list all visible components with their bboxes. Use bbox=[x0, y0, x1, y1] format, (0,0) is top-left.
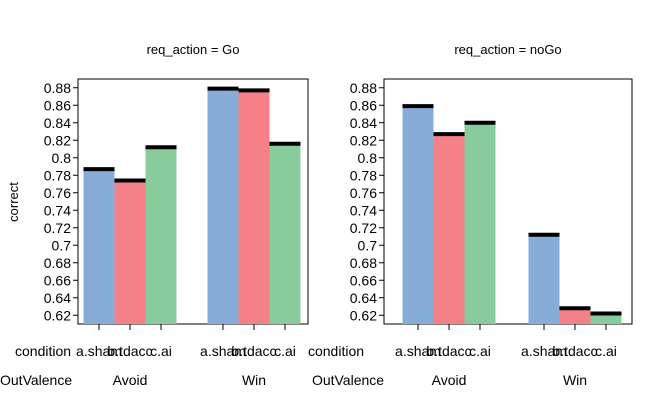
panel2-condition-label: c.ai bbox=[469, 343, 491, 359]
panel1-bar-avoid-c-ai bbox=[145, 147, 177, 324]
panel1-group-label: Win bbox=[242, 372, 266, 388]
panel2-y-tick-label: 0.76 bbox=[350, 185, 377, 201]
panel2-bar-cap-win-a-sham bbox=[528, 232, 560, 237]
panel2-y-tick-label: 0.82 bbox=[350, 132, 377, 148]
panel1-bar-cap-avoid-c-ai bbox=[145, 145, 177, 150]
panel2-bar-win-a-sham bbox=[528, 234, 560, 324]
panel2-y-tick-label: 0.68 bbox=[350, 255, 377, 271]
panel2-y-tick-label: 0.7 bbox=[358, 237, 378, 253]
panel1-y-tick-label: 0.78 bbox=[44, 167, 71, 183]
panel1-bar-win-b-tdacc bbox=[238, 90, 270, 324]
panel2-y-tick-label: 0.86 bbox=[350, 97, 377, 113]
panel1-y-tick-label: 0.86 bbox=[44, 97, 71, 113]
panel1-bar-win-a-sham bbox=[207, 88, 239, 324]
panel1-condition-label: c.ai bbox=[150, 343, 172, 359]
panel1-bar-cap-win-b-tdacc bbox=[238, 88, 270, 93]
panel2-group-label: Win bbox=[563, 372, 587, 388]
panel2-plot-frame bbox=[383, 78, 633, 325]
panel2-condition-label: b.tdacc bbox=[552, 343, 597, 359]
panel2-y-tick-label: 0.72 bbox=[350, 220, 377, 236]
row-label-outvalence-right: OutValence bbox=[312, 372, 384, 388]
panel2-condition-label: a.sham bbox=[521, 343, 567, 359]
panel1-condition-label: a.sham bbox=[200, 343, 246, 359]
panel2-y-tick-label: 0.62 bbox=[350, 307, 377, 323]
panel2-condition-label: b.tdacc bbox=[426, 343, 471, 359]
panel2-bar-cap-win-c-ai bbox=[590, 311, 622, 316]
panel2-condition-label: a.sham bbox=[395, 343, 441, 359]
panel1-bar-cap-win-c-ai bbox=[269, 141, 301, 146]
panel1-bar-avoid-b-tdacc bbox=[114, 180, 146, 324]
panel1-condition-label: a.sham bbox=[76, 343, 122, 359]
panel2-y-tick-label: 0.64 bbox=[350, 290, 377, 306]
panel1-y-tick-label: 0.62 bbox=[44, 307, 71, 323]
panel1-condition-label: b.tdacc bbox=[231, 343, 276, 359]
panel2-group-label: Avoid bbox=[432, 372, 467, 388]
panel1-bar-cap-win-a-sham bbox=[207, 86, 239, 91]
row-label-outvalence-left: OutValence bbox=[0, 372, 72, 388]
panel2-condition-label: c.ai bbox=[595, 343, 617, 359]
panel1-y-tick-label: 0.64 bbox=[44, 290, 71, 306]
panel1-bar-win-c-ai bbox=[269, 143, 301, 324]
panel1-condition-label: c.ai bbox=[274, 343, 296, 359]
panel1-plot-frame bbox=[77, 78, 309, 325]
panel1-bar-avoid-a-sham bbox=[83, 169, 115, 324]
panel2-y-tick-label: 0.74 bbox=[350, 202, 377, 218]
panel2-bar-win-b-tdacc bbox=[559, 308, 591, 324]
panel1-y-tick-label: 0.8 bbox=[52, 150, 72, 166]
panel1-y-tick-label: 0.84 bbox=[44, 115, 71, 131]
panel2-bar-avoid-c-ai bbox=[464, 122, 496, 324]
panel1-y-tick-label: 0.76 bbox=[44, 185, 71, 201]
panel1-condition-label: b.tdacc bbox=[107, 343, 152, 359]
panel2-bar-cap-avoid-b-tdacc bbox=[433, 132, 465, 137]
panel2-y-tick-label: 0.78 bbox=[350, 167, 377, 183]
panel1-y-tick-label: 0.74 bbox=[44, 202, 71, 218]
panel2-bar-cap-avoid-a-sham bbox=[402, 104, 434, 109]
panel1-bar-cap-avoid-a-sham bbox=[83, 167, 115, 172]
panel2-y-tick-label: 0.66 bbox=[350, 272, 377, 288]
panel2-bar-win-c-ai bbox=[590, 313, 622, 324]
row-label-condition-right: condition bbox=[308, 343, 364, 359]
panel1-y-tick-label: 0.68 bbox=[44, 255, 71, 271]
panel1-y-tick-label: 0.82 bbox=[44, 132, 71, 148]
panel2-bar-avoid-b-tdacc bbox=[433, 134, 465, 324]
panel1-y-tick-label: 0.72 bbox=[44, 220, 71, 236]
panel2-y-tick-label: 0.88 bbox=[350, 80, 377, 96]
panel1-bar-cap-avoid-b-tdacc bbox=[114, 178, 146, 183]
panel2-bar-cap-avoid-c-ai bbox=[464, 120, 496, 125]
panel1-y-tick-label: 0.7 bbox=[52, 237, 72, 253]
y-axis-label: correct bbox=[6, 182, 21, 222]
panel2-y-tick-label: 0.84 bbox=[350, 115, 377, 131]
panel2-title: req_action = noGo bbox=[454, 42, 561, 57]
panel2-y-tick-label: 0.8 bbox=[358, 150, 378, 166]
panel2-bar-cap-win-b-tdacc bbox=[559, 306, 591, 311]
panel1-y-tick-label: 0.88 bbox=[44, 80, 71, 96]
row-label-condition-left: condition bbox=[15, 343, 71, 359]
panel1-y-tick-label: 0.66 bbox=[44, 272, 71, 288]
panel1-title: req_action = Go bbox=[147, 42, 240, 57]
panel2-bar-avoid-a-sham bbox=[402, 106, 434, 324]
panel1-group-label: Avoid bbox=[113, 372, 148, 388]
